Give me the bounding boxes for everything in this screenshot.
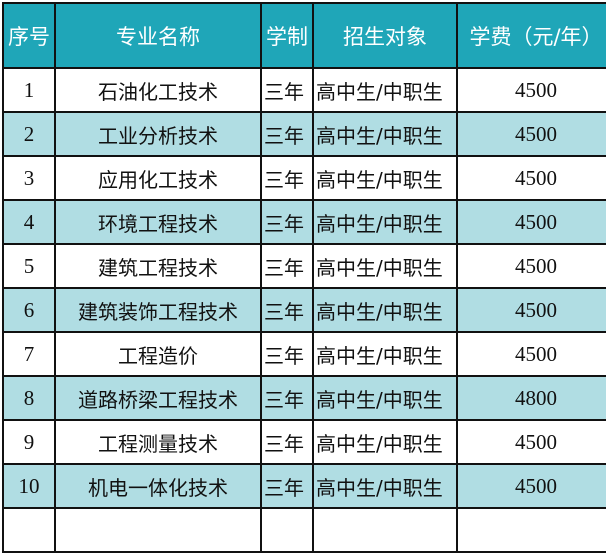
table-row: 6 建筑装饰工程技术 三年 高中生/中职生 4500 — [2, 287, 606, 333]
row-major: 道路桥梁工程技术 — [54, 375, 262, 421]
row-target: 高中生/中职生 — [312, 287, 458, 333]
empty-cell — [260, 507, 314, 553]
row-index: 4 — [2, 199, 56, 245]
row-index: 3 — [2, 155, 56, 201]
row-index: 2 — [2, 111, 56, 157]
row-major: 应用化工技术 — [54, 155, 262, 201]
row-tuition: 4500 — [456, 67, 606, 113]
row-index: 6 — [2, 287, 56, 333]
row-tuition: 4500 — [456, 287, 606, 333]
row-major: 建筑工程技术 — [54, 243, 262, 289]
row-index: 5 — [2, 243, 56, 289]
row-index: 1 — [2, 67, 56, 113]
table-row-partial — [2, 507, 606, 553]
row-major: 工程造价 — [54, 331, 262, 377]
row-target: 高中生/中职生 — [312, 419, 458, 465]
row-major: 工程测量技术 — [54, 419, 262, 465]
row-target: 高中生/中职生 — [312, 199, 458, 245]
row-tuition: 4500 — [456, 111, 606, 157]
row-major: 工业分析技术 — [54, 111, 262, 157]
row-duration: 三年 — [260, 155, 314, 201]
row-tuition: 4500 — [456, 155, 606, 201]
table-row: 10 机电一体化技术 三年 高中生/中职生 4500 — [2, 463, 606, 509]
row-major: 机电一体化技术 — [54, 463, 262, 509]
row-tuition: 4500 — [456, 331, 606, 377]
header-index: 序号 — [2, 2, 56, 69]
row-index: 8 — [2, 375, 56, 421]
row-target: 高中生/中职生 — [312, 331, 458, 377]
row-tuition: 4500 — [456, 199, 606, 245]
header-target: 招生对象 — [312, 2, 458, 69]
row-tuition: 4500 — [456, 419, 606, 465]
row-duration: 三年 — [260, 199, 314, 245]
row-target: 高中生/中职生 — [312, 111, 458, 157]
row-duration: 三年 — [260, 243, 314, 289]
header-duration: 学制 — [260, 2, 314, 69]
table-row: 4 环境工程技术 三年 高中生/中职生 4500 — [2, 199, 606, 245]
row-duration: 三年 — [260, 331, 314, 377]
row-index: 7 — [2, 331, 56, 377]
row-target: 高中生/中职生 — [312, 243, 458, 289]
row-target: 高中生/中职生 — [312, 67, 458, 113]
row-duration: 三年 — [260, 287, 314, 333]
header-major: 专业名称 — [54, 2, 262, 69]
table-row: 2 工业分析技术 三年 高中生/中职生 4500 — [2, 111, 606, 157]
table-row: 9 工程测量技术 三年 高中生/中职生 4500 — [2, 419, 606, 465]
row-index: 10 — [2, 463, 56, 509]
row-duration: 三年 — [260, 375, 314, 421]
table-row: 3 应用化工技术 三年 高中生/中职生 4500 — [2, 155, 606, 201]
table-row: 7 工程造价 三年 高中生/中职生 4500 — [2, 331, 606, 377]
row-index: 9 — [2, 419, 56, 465]
row-tuition: 4500 — [456, 463, 606, 509]
row-target: 高中生/中职生 — [312, 463, 458, 509]
row-target: 高中生/中职生 — [312, 155, 458, 201]
empty-cell — [2, 507, 56, 553]
table-row: 1 石油化工技术 三年 高中生/中职生 4500 — [2, 67, 606, 113]
empty-cell — [54, 507, 262, 553]
row-duration: 三年 — [260, 419, 314, 465]
table-row: 8 道路桥梁工程技术 三年 高中生/中职生 4800 — [2, 375, 606, 421]
empty-cell — [312, 507, 458, 553]
row-tuition: 4500 — [456, 243, 606, 289]
row-target: 高中生/中职生 — [312, 375, 458, 421]
header-tuition: 学费（元/年） — [456, 2, 606, 69]
row-major: 石油化工技术 — [54, 67, 262, 113]
row-tuition: 4800 — [456, 375, 606, 421]
row-major: 建筑装饰工程技术 — [54, 287, 262, 333]
row-major: 环境工程技术 — [54, 199, 262, 245]
header-row: 序号 专业名称 学制 招生对象 学费（元/年） — [2, 2, 606, 69]
row-duration: 三年 — [260, 463, 314, 509]
row-duration: 三年 — [260, 111, 314, 157]
empty-cell — [456, 507, 606, 553]
table-row: 5 建筑工程技术 三年 高中生/中职生 4500 — [2, 243, 606, 289]
row-duration: 三年 — [260, 67, 314, 113]
